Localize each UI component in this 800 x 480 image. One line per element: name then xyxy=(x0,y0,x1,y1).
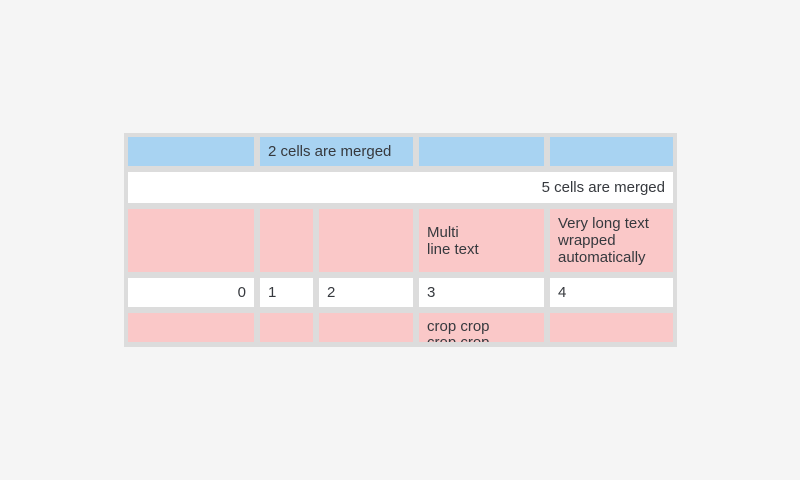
table-cell[interactable] xyxy=(128,209,254,272)
cell-text: 1 xyxy=(268,284,277,301)
table-cell[interactable] xyxy=(128,137,254,166)
table-grid: 2 cells are merged 5 cells are merged Mu… xyxy=(128,137,673,342)
cell-text: crop crop crop crop xyxy=(427,318,490,343)
table-cell[interactable]: 2 xyxy=(319,278,413,307)
table-cell[interactable] xyxy=(419,137,544,166)
table-cell[interactable]: 0 xyxy=(128,278,254,307)
table-cell[interactable] xyxy=(260,313,313,342)
table-cell[interactable]: 4 xyxy=(550,278,673,307)
table-cell[interactable] xyxy=(260,209,313,272)
cell-text: 4 xyxy=(558,284,567,301)
table-cell[interactable]: 1 xyxy=(260,278,313,307)
cell-text: 2 xyxy=(327,284,336,301)
table-cell-cropped[interactable]: crop crop crop crop xyxy=(419,313,544,342)
table-cell[interactable] xyxy=(550,137,673,166)
table-cell[interactable] xyxy=(550,313,673,342)
cell-text: Very long text wrapped automatically xyxy=(558,215,649,266)
table-cell-merged-5[interactable]: 5 cells are merged xyxy=(128,172,673,203)
table-cell[interactable] xyxy=(319,209,413,272)
cell-text: 3 xyxy=(427,284,436,301)
cell-text: 5 cells are merged xyxy=(541,179,665,196)
table-cell[interactable]: 3 xyxy=(419,278,544,307)
cell-text: 0 xyxy=(237,284,246,301)
table-cell[interactable] xyxy=(128,313,254,342)
table-cell[interactable] xyxy=(319,313,413,342)
table-widget: 2 cells are merged 5 cells are merged Mu… xyxy=(124,133,677,347)
cell-text: Multi line text xyxy=(427,223,479,258)
table-cell-multiline[interactable]: Multi line text xyxy=(419,209,544,272)
table-cell-merged-2[interactable]: 2 cells are merged xyxy=(260,137,413,166)
table-cell-wrapped[interactable]: Very long text wrapped automatically xyxy=(550,209,673,272)
cell-text: 2 cells are merged xyxy=(268,143,392,160)
